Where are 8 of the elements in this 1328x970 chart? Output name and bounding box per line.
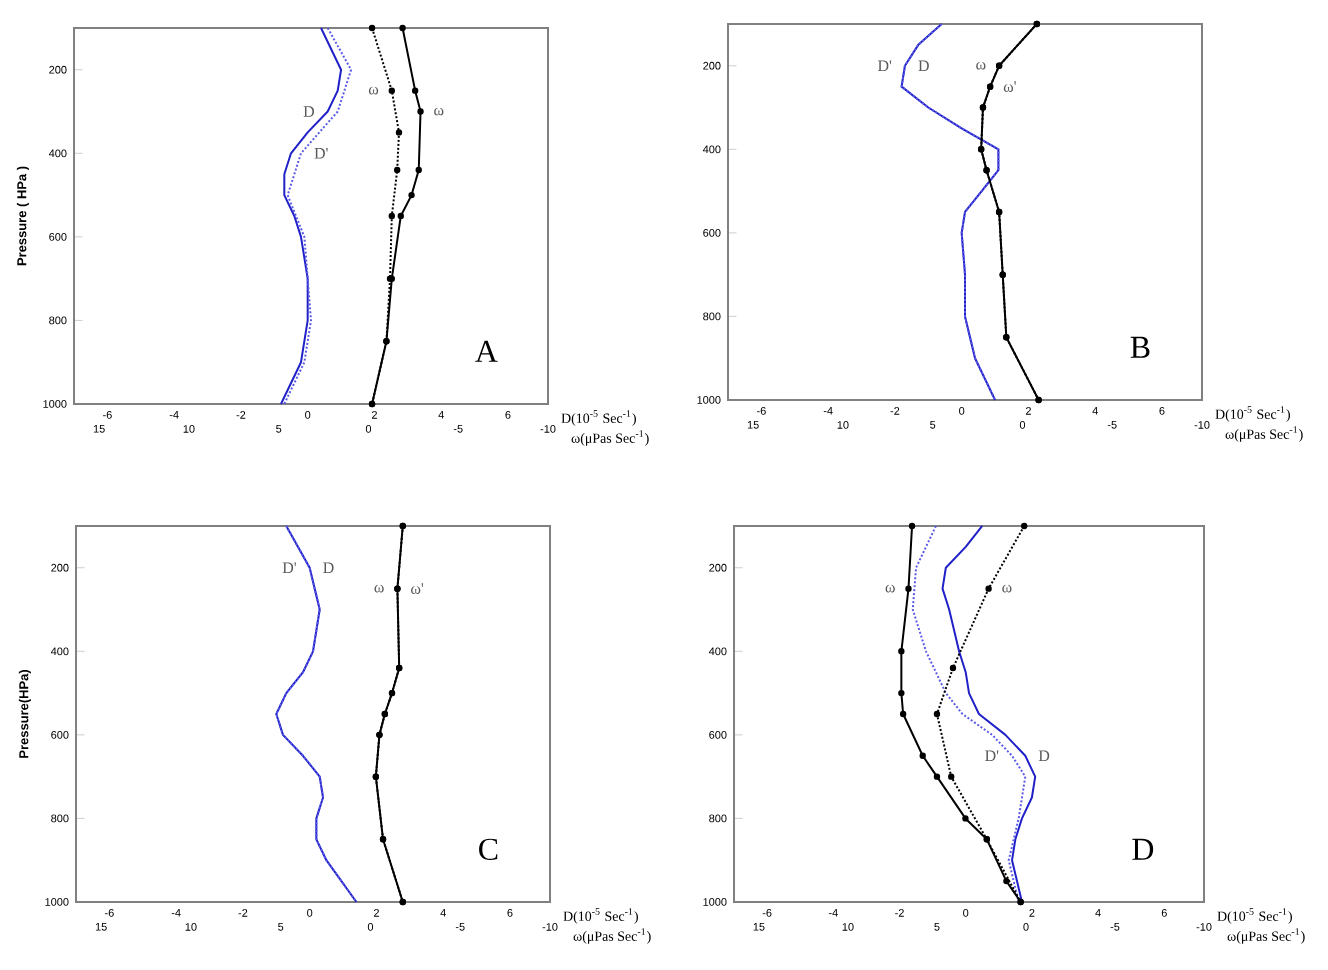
annotation: D: [1132, 838, 1154, 860]
line-series: [275, 524, 358, 903]
annotation: B: [1130, 336, 1150, 358]
line-series: [279, 26, 343, 405]
annotation: A: [475, 340, 498, 362]
annotation: C: [479, 838, 498, 861]
line-series: [900, 22, 1000, 401]
line-series: [283, 26, 353, 405]
